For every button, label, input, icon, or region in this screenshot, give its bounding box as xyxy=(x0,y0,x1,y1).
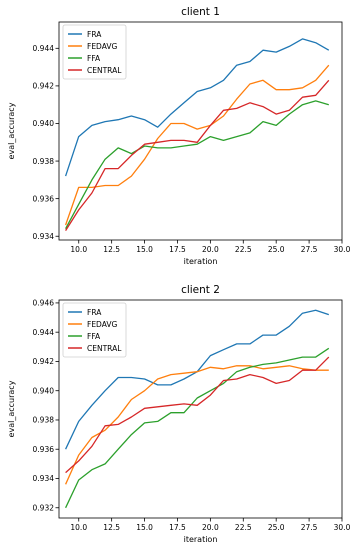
y-tick-label: 0.936 xyxy=(33,445,55,454)
x-axis-label: iteration xyxy=(184,535,218,544)
series-group xyxy=(65,309,330,509)
y-tick-label: 0.938 xyxy=(33,416,55,425)
y-tick-label: 0.942 xyxy=(33,82,55,91)
x-tick-label: 20.0 xyxy=(202,245,219,254)
y-tick-label: 0.936 xyxy=(33,194,55,203)
y-tick-label: 0.940 xyxy=(33,119,55,128)
series-line-fedavg xyxy=(64,64,330,226)
x-tick-label: 15.0 xyxy=(136,523,153,532)
x-tick-label: 27.5 xyxy=(301,245,318,254)
chart-panel-1: client 1 10.0 12.5 15.0 17.5 20.0 22.5 25.0 27.5… xyxy=(7,6,350,266)
y-axis-label: eval_accuracy xyxy=(7,102,16,159)
y-tick-label: 0.932 xyxy=(33,503,55,512)
y-tick-label: 0.940 xyxy=(33,386,55,395)
legend-label-central: CENTRAL xyxy=(87,344,122,353)
x-tick-label: 22.5 xyxy=(235,523,252,532)
legend-label-fedavg: FEDAVG xyxy=(87,42,117,51)
x-tick-label: 17.5 xyxy=(169,523,186,532)
legend-label-ffa: FFA xyxy=(87,332,101,341)
x-tick-label: 10.0 xyxy=(70,523,87,532)
x-tick-label: 10.0 xyxy=(70,245,87,254)
y-axis-label: eval_accuracy xyxy=(7,380,16,437)
legend-box xyxy=(62,24,127,80)
x-tick-label: 30.0 xyxy=(334,523,350,532)
x-tick-label: 20.0 xyxy=(202,523,219,532)
legend-label-fra: FRA xyxy=(87,30,102,39)
x-tick-label: 17.5 xyxy=(169,245,186,254)
series-line-central xyxy=(65,356,330,474)
series-line-central xyxy=(65,79,330,231)
series-line-fra xyxy=(64,38,330,177)
chart-title: client 2 xyxy=(181,284,220,296)
chart-panel-2: client 2 10.0 12.5 15.0 17.5 20.0 22.5 25.0 27.5… xyxy=(7,284,350,544)
legend: FRA FEDAVG FFA CENTRAL xyxy=(62,302,127,358)
series-group xyxy=(64,38,330,231)
y-tick-label: 0.934 xyxy=(33,474,55,483)
legend-label-ffa: FFA xyxy=(87,54,101,63)
x-axis-label: iteration xyxy=(184,257,218,266)
series-line-ffa xyxy=(65,347,330,509)
x-tick-label: 22.5 xyxy=(235,245,252,254)
x-tick-label: 25.0 xyxy=(268,245,285,254)
y-tick-label: 0.946 xyxy=(33,299,55,308)
y-tick-label: 0.944 xyxy=(33,328,55,337)
legend-label-fedavg: FEDAVG xyxy=(87,320,117,329)
y-tick-label: 0.938 xyxy=(33,157,55,166)
x-tick-label: 27.5 xyxy=(301,523,318,532)
plot-frame xyxy=(58,21,343,241)
legend-box xyxy=(62,302,127,358)
x-tick-label: 12.5 xyxy=(103,245,120,254)
series-line-ffa xyxy=(65,100,329,230)
legend: FRA FEDAVG FFA CENTRAL xyxy=(62,24,127,80)
series-line-fedavg xyxy=(65,365,329,485)
legend-label-fra: FRA xyxy=(87,308,102,317)
x-tick-label: 15.0 xyxy=(136,245,153,254)
x-tick-label: 30.0 xyxy=(334,245,350,254)
legend-label-central: CENTRAL xyxy=(87,66,122,75)
x-tick-label: 12.5 xyxy=(103,523,120,532)
y-tick-label: 0.944 xyxy=(33,44,55,53)
plot-frame xyxy=(58,299,343,519)
chart-title: client 1 xyxy=(181,6,220,18)
y-tick-label: 0.942 xyxy=(33,357,55,366)
x-tick-label: 25.0 xyxy=(268,523,285,532)
y-tick-label: 0.934 xyxy=(33,232,55,241)
